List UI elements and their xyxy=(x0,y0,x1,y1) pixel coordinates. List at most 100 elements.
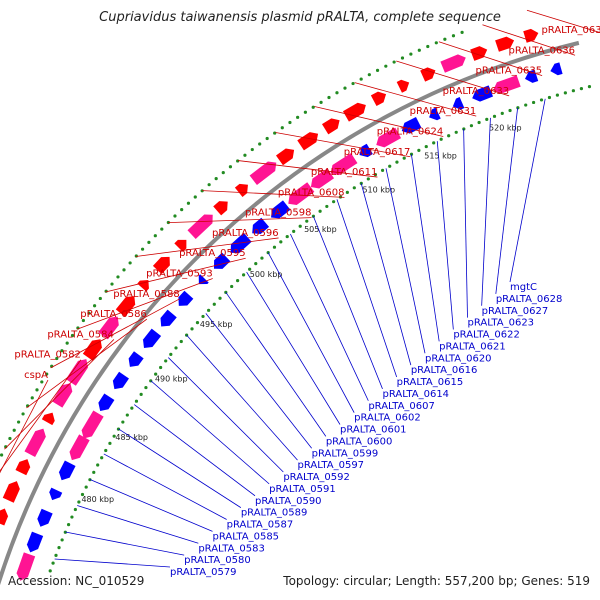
gene-label-upper: pRALTA_0584 xyxy=(47,329,114,340)
tick-dot xyxy=(122,268,126,272)
tick-dot xyxy=(104,448,108,453)
gene-features xyxy=(0,28,563,581)
label-leader-line xyxy=(133,404,256,497)
tick-dot xyxy=(242,273,246,277)
tick-dot xyxy=(485,117,489,121)
forward-cds-arrow xyxy=(370,91,387,106)
gene-label-upper: pRALTA_0608 xyxy=(278,187,345,198)
tick-dot xyxy=(351,81,355,86)
gene-label-upper: pRALTA_0631 xyxy=(410,106,477,117)
gene-labels: cspA pRALTA_0582 pRALTA_0584 pRALTA_0586 pRA… xyxy=(0,9,600,578)
kbp-tick-label: 520 kbp xyxy=(489,123,522,132)
tick-dot xyxy=(236,159,240,163)
tick-dot xyxy=(153,234,157,238)
tick-dot xyxy=(40,380,44,384)
tick-dot xyxy=(388,164,392,168)
gene-label-lower: pRALTA_0628 xyxy=(496,294,563,305)
tick-dot xyxy=(70,333,75,338)
gene-label-lower: pRALTA_0615 xyxy=(397,377,464,388)
tick-dot xyxy=(332,200,336,204)
kbp-tick-label: 495 kbp xyxy=(200,320,233,329)
gene-label-lower: pRALTA_0602 xyxy=(354,413,421,424)
label-leader-line xyxy=(354,82,477,117)
gene-label-upper: pRALTA_0635 xyxy=(476,66,543,77)
kbp-tick-label: 510 kbp xyxy=(362,185,395,194)
reverse-cds-arrow xyxy=(550,62,563,76)
tick-dot xyxy=(228,165,233,169)
forward-cds-arrow xyxy=(24,428,46,458)
tick-dot xyxy=(272,245,277,249)
tick-dot xyxy=(319,100,323,104)
reverse-cds-arrow xyxy=(252,217,270,234)
tick-dot xyxy=(140,247,145,251)
tick-dot xyxy=(439,137,443,141)
gene-label-lower: pRALTA_0614 xyxy=(383,389,450,400)
label-leader-line xyxy=(0,379,49,474)
tick-dot xyxy=(0,453,4,457)
gene-label-upper: cspA xyxy=(24,370,48,381)
label-leader-line xyxy=(89,479,213,532)
tick-dot xyxy=(547,95,552,100)
tick-dot xyxy=(305,219,309,223)
gene-label-lower: pRALTA_0623 xyxy=(468,318,535,329)
label-leader-line xyxy=(118,428,242,508)
tick-dot xyxy=(311,105,315,109)
tick-dot xyxy=(469,124,474,128)
tick-dot xyxy=(298,224,302,228)
tick-dot xyxy=(201,314,205,319)
tick-dot xyxy=(12,428,16,432)
gene-label-upper: pRALTA_0633 xyxy=(443,86,510,97)
reverse-cds-arrow xyxy=(198,274,209,285)
forward-cds-arrow xyxy=(275,148,295,166)
tick-dot xyxy=(116,275,120,279)
tick-dot xyxy=(147,240,151,245)
topology-text: Topology: circular; Length: 557,200 bp; … xyxy=(283,574,590,588)
tick-dot xyxy=(193,195,197,199)
tick-dot xyxy=(477,120,481,125)
reverse-cds-arrow xyxy=(429,107,441,121)
label-leader-line xyxy=(410,154,440,342)
tick-dot xyxy=(417,148,421,152)
tick-dot xyxy=(402,156,406,160)
reverse-cds-arrow xyxy=(178,290,194,306)
reverse-cds-arrow xyxy=(98,393,115,412)
forward-cds-arrow xyxy=(342,102,366,122)
tick-dot xyxy=(144,385,148,390)
label-leader-line xyxy=(50,298,180,369)
tick-dot xyxy=(55,356,59,361)
tick-dot xyxy=(92,304,97,308)
gene-label-lower: pRALTA_0607 xyxy=(368,401,435,412)
label-leader-line xyxy=(0,359,82,472)
gene-label-upper: pRALTA_0598 xyxy=(245,208,312,219)
forward-cds-arrow xyxy=(174,239,187,252)
tick-dot xyxy=(409,152,414,156)
tick-dot xyxy=(303,110,307,114)
tick-dot xyxy=(87,311,91,315)
gene-label-lower: pRALTA_0620 xyxy=(425,353,492,364)
tick-dot xyxy=(121,420,125,424)
reverse-cds-arrow xyxy=(81,410,104,439)
kbp-tick-label: 490 kbp xyxy=(155,375,188,384)
gene-label-upper: pRALTA_0588 xyxy=(113,289,180,300)
label-leader-line xyxy=(509,98,546,283)
gene-label-upper: pRALTA_0617 xyxy=(344,147,411,158)
tick-dot xyxy=(8,436,12,441)
label-leader-line xyxy=(360,183,412,366)
tick-dot xyxy=(375,68,380,72)
tick-dot xyxy=(66,523,71,527)
label-leader-line xyxy=(205,313,312,449)
kbp-tick-label: 505 kbp xyxy=(304,225,337,234)
label-leader-line xyxy=(76,278,213,330)
tick-dot xyxy=(207,308,211,312)
reverse-cds-arrow xyxy=(401,117,422,134)
gene-label-lower: pRALTA_0622 xyxy=(453,330,520,341)
tick-dot xyxy=(254,262,258,266)
tick-dot xyxy=(343,86,347,90)
tick-dot xyxy=(273,131,277,135)
label-leader-line xyxy=(396,60,510,97)
tick-dot xyxy=(462,127,466,131)
forward-cds-arrow xyxy=(41,412,55,426)
tick-dot xyxy=(311,214,316,218)
tick-dot xyxy=(352,186,356,190)
tick-dot xyxy=(373,173,378,177)
